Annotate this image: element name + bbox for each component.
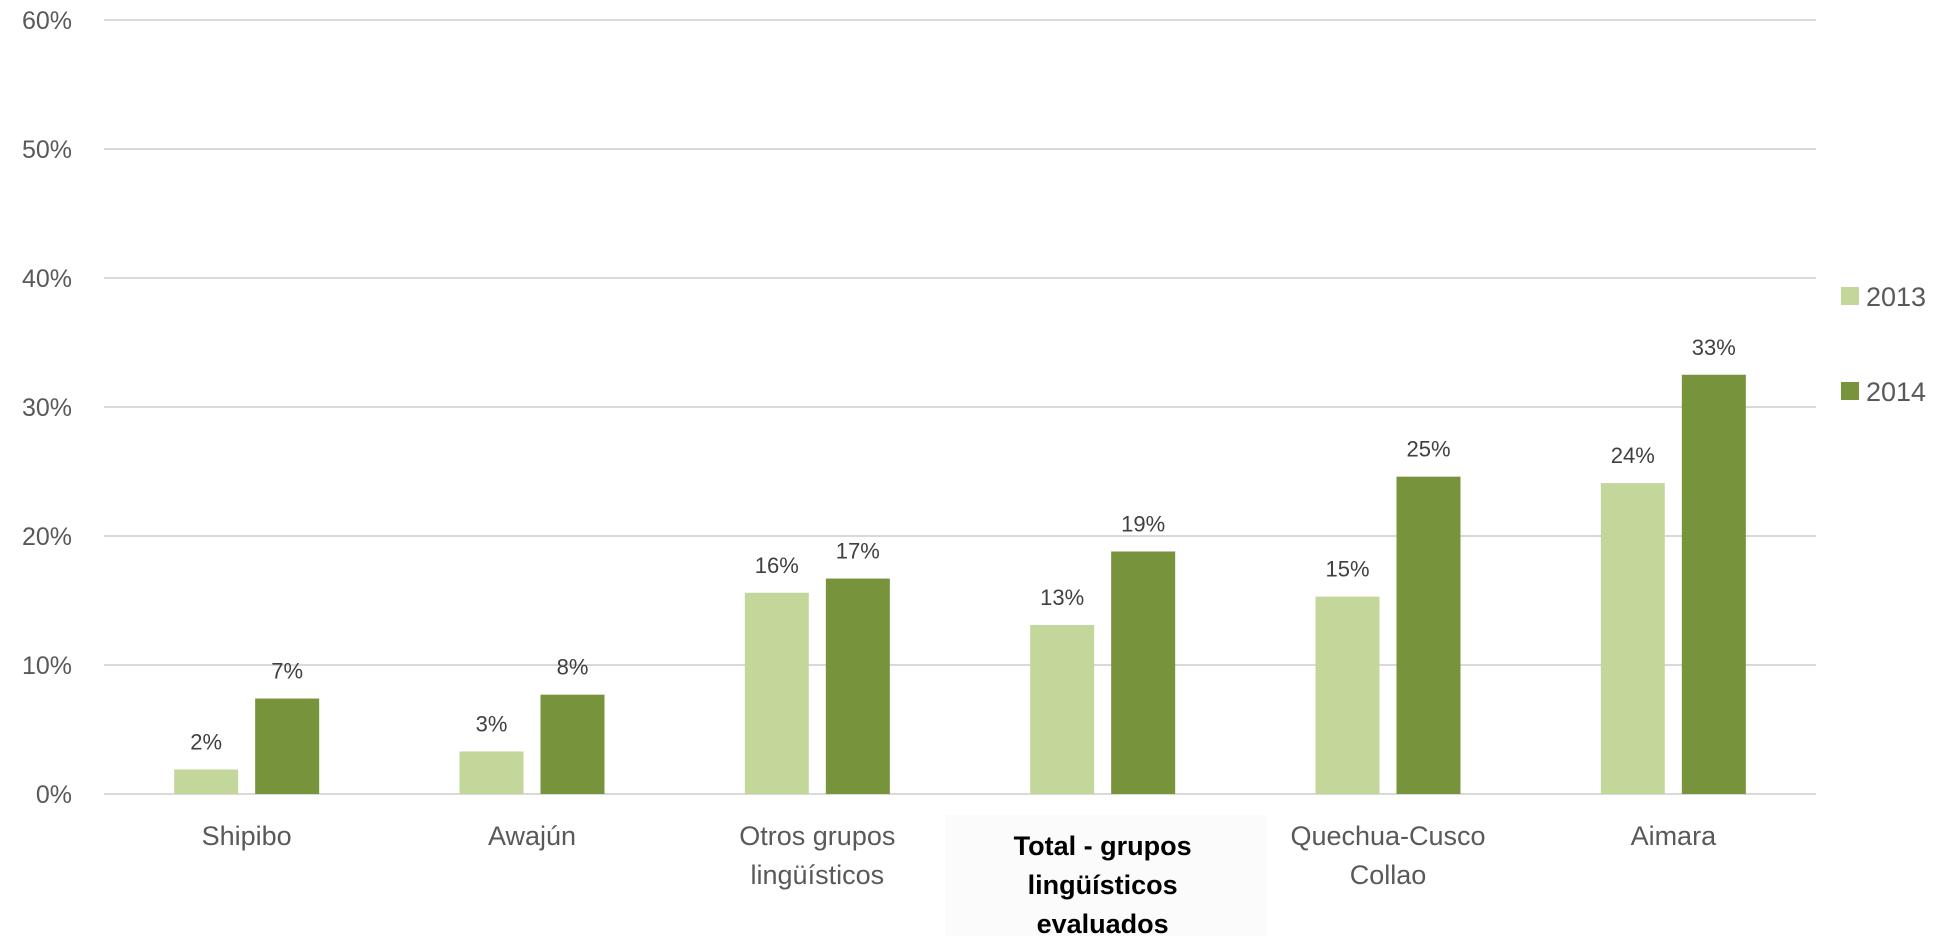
y-tick-label: 60% xyxy=(22,7,72,35)
data-label-2014-2: 17% xyxy=(836,539,880,564)
legend-label-2014: 2014 xyxy=(1866,377,1926,407)
data-label-2014-4: 25% xyxy=(1406,437,1450,462)
bar-2014-5 xyxy=(1681,374,1746,794)
bar-2013-4 xyxy=(1315,596,1380,794)
category-label: lingüísticos xyxy=(1028,870,1178,900)
legend-swatch-2014 xyxy=(1841,382,1859,400)
bars xyxy=(174,374,1746,794)
category-label: evaluados xyxy=(1037,909,1169,936)
category-label: Awajún xyxy=(488,821,576,851)
category-label: Otros grupos xyxy=(739,821,895,851)
category-label: Aimara xyxy=(1631,821,1718,851)
gridlines xyxy=(104,19,1816,795)
y-tick-label: 10% xyxy=(22,652,72,680)
data-label-2014-1: 8% xyxy=(557,655,589,680)
bar-2014-1 xyxy=(540,694,605,794)
data-label-2013-2: 16% xyxy=(755,553,799,578)
data-label-2014-5: 33% xyxy=(1692,335,1736,360)
bar-2013-5 xyxy=(1600,483,1665,794)
bar-2014-4 xyxy=(1396,476,1461,794)
category-label: Quechua-Cusco xyxy=(1290,821,1485,851)
bar-2013-0 xyxy=(174,769,239,794)
data-label-2013-5: 24% xyxy=(1611,443,1655,468)
highlight-box xyxy=(945,815,1267,936)
bar-2014-2 xyxy=(825,578,890,794)
data-label-2014-0: 7% xyxy=(271,659,303,684)
bar-2013-3 xyxy=(1030,625,1095,794)
data-label-2014-3: 19% xyxy=(1121,511,1165,536)
category-label: Total - grupos xyxy=(1014,831,1192,861)
bar-2014-3 xyxy=(1111,551,1176,794)
y-tick-label: 0% xyxy=(36,781,72,809)
bar-2014-0 xyxy=(255,698,320,794)
legend-swatch-2013 xyxy=(1841,287,1859,305)
legend-label-2013: 2013 xyxy=(1866,282,1926,312)
y-axis-ticks: 0% 10% 20% 30% 40% 50% 60% xyxy=(22,7,72,809)
data-label-2013-0: 2% xyxy=(190,729,222,754)
y-tick-label: 50% xyxy=(22,136,72,164)
data-label-2013-3: 13% xyxy=(1040,585,1084,610)
category-label: lingüísticos xyxy=(751,860,885,890)
bar-2013-1 xyxy=(459,751,524,794)
category-label: Shipibo xyxy=(202,821,292,851)
bar-2013-2 xyxy=(744,592,809,794)
legend: 2013 2014 xyxy=(1841,282,1926,407)
category-label: Collao xyxy=(1350,860,1427,890)
y-tick-label: 20% xyxy=(22,523,72,551)
data-label-2013-1: 3% xyxy=(476,711,508,736)
x-axis-categories: Shipibo Awajún Otros grupos lingüísticos Tot… xyxy=(202,821,1717,936)
data-labels: 2% 3% 16% 13% 15% 24% 7% 8% 17% 19% 25% 33% xyxy=(190,335,1736,755)
y-tick-label: 40% xyxy=(22,265,72,293)
data-label-2013-4: 15% xyxy=(1325,557,1369,582)
y-tick-label: 30% xyxy=(22,394,72,422)
